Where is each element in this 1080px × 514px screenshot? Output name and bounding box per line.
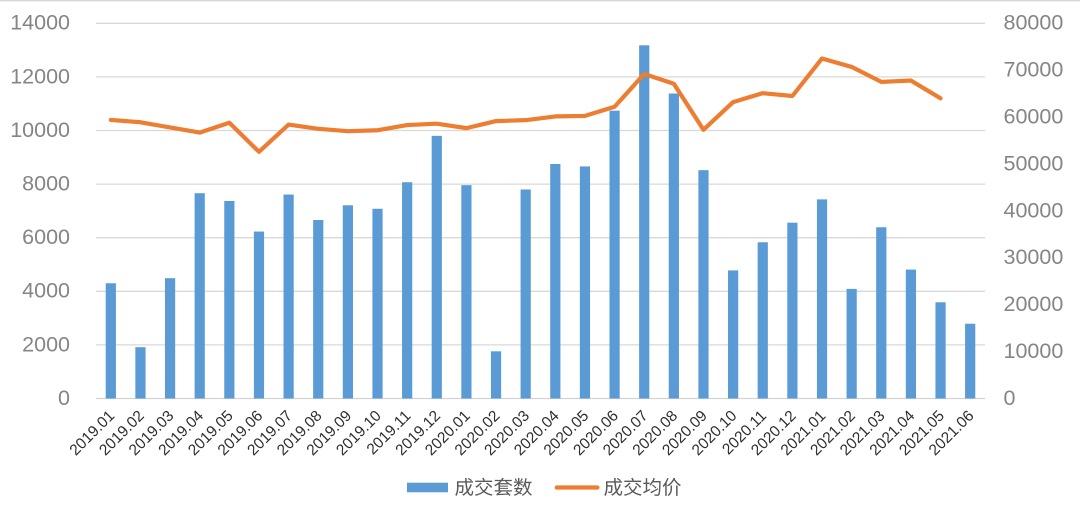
svg-text:20000: 20000: [1004, 292, 1064, 316]
svg-text:2000: 2000: [22, 332, 70, 356]
svg-text:14000: 14000: [10, 11, 70, 35]
svg-text:0: 0: [1004, 386, 1016, 410]
svg-text:8000: 8000: [22, 172, 70, 196]
svg-text:60000: 60000: [1004, 105, 1064, 129]
svg-text:10000: 10000: [1004, 339, 1064, 363]
svg-text:10000: 10000: [10, 118, 70, 142]
svg-text:50000: 50000: [1004, 151, 1064, 175]
svg-text:4000: 4000: [22, 279, 70, 303]
svg-text:80000: 80000: [1004, 11, 1064, 35]
svg-text:6000: 6000: [22, 225, 70, 249]
svg-text:40000: 40000: [1004, 198, 1064, 222]
svg-text:30000: 30000: [1004, 245, 1064, 269]
svg-text:12000: 12000: [10, 64, 70, 88]
svg-text:70000: 70000: [1004, 58, 1064, 82]
svg-text:0: 0: [58, 386, 70, 410]
